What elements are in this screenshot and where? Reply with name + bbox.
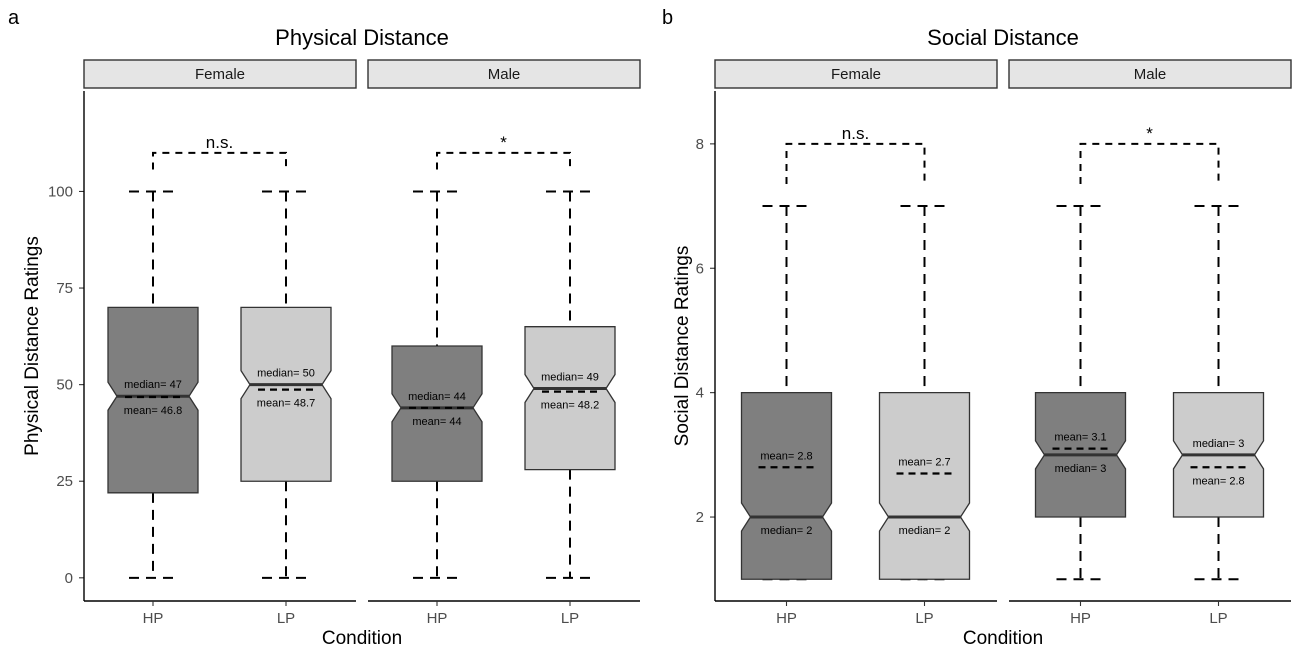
chart-a-median-label: median= 44 — [408, 391, 466, 403]
chart-a-ytick-label: 0 — [65, 570, 73, 587]
chart-b-xtick-label: HP — [776, 610, 797, 627]
chart-b-xlabel: Condition — [963, 628, 1043, 649]
chart-b-xtick-label: HP — [1070, 610, 1091, 627]
chart-b-sig-bracket — [785, 142, 926, 185]
chart-a-strip-label: Male — [488, 66, 521, 83]
chart-a-xtick-label: HP — [427, 610, 448, 627]
chart-a-mean-label: mean= 48.7 — [257, 398, 315, 410]
chart-a-xtick-label: LP — [277, 610, 295, 627]
chart-b-xtick-label: LP — [915, 610, 933, 627]
chart-a-box-lp — [524, 326, 616, 471]
chart-a-xtick-label: HP — [143, 610, 164, 627]
chart-a-mean-label: mean= 46.8 — [124, 405, 182, 417]
chart-b-mean-label: mean= 2.8 — [1192, 475, 1244, 487]
chart-a-strip-label: Female — [195, 66, 245, 83]
chart-b-ytick-label: 2 — [696, 509, 704, 526]
chart-b-box-hp — [740, 391, 833, 580]
chart-b-strip-male — [1008, 59, 1292, 89]
chart-a-strip-male — [367, 59, 641, 89]
chart-a-box-hp — [107, 306, 199, 494]
chart-b-median-label: median= 3 — [1193, 438, 1245, 450]
chart-a-median-label: median= 49 — [541, 372, 599, 384]
chart-b-sig-label: n.s. — [842, 124, 869, 143]
chart-b-ytick-label: 6 — [696, 260, 704, 277]
chart-b-xtick-label: LP — [1209, 610, 1227, 627]
chart-b-strip-label: Male — [1134, 66, 1167, 83]
chart-b-box-lp — [878, 391, 971, 580]
chart-a-sig-label: * — [500, 133, 507, 152]
chart-a-sig-bracket — [152, 151, 287, 170]
chart-a-ytick-label: 25 — [56, 473, 73, 490]
chart-b-sig-bracket — [1079, 142, 1220, 185]
chart-a-box-lp — [240, 306, 332, 482]
chart-a-sig-label: n.s. — [206, 133, 233, 152]
chart-a-xtick-label: LP — [561, 610, 579, 627]
plot-layer: 0 25 50 75 100 Female n.s. median= 47 mean= 46.8… — [48, 59, 1292, 627]
chart-a-median-label: median= 50 — [257, 368, 315, 380]
chart-a-mean-label: mean= 44 — [412, 416, 461, 428]
chart-a-box-hp — [391, 345, 483, 482]
chart-a-ytick-label: 50 — [56, 377, 73, 394]
chart-b-median-label: median= 2 — [761, 525, 813, 537]
chart-b-ytick-label: 4 — [696, 385, 704, 402]
chart-b-title: Social Distance — [927, 25, 1079, 50]
chart-a-strip-female — [83, 59, 357, 89]
chart-a-title: Physical Distance — [275, 25, 449, 50]
chart-b-mean-label: mean= 3.1 — [1054, 432, 1106, 444]
chart-a-sig-bracket — [436, 151, 571, 170]
panel-letter-b: b — [662, 7, 673, 29]
chart-a-ytick-label: 100 — [48, 183, 73, 200]
chart-b-ylabel: Social Distance Ratings — [672, 246, 693, 447]
chart-a-xlabel: Condition — [322, 628, 402, 649]
chart-a-ytick-label: 75 — [56, 280, 73, 297]
panel-letter-a: a — [8, 7, 20, 29]
chart-b-sig-label: * — [1146, 124, 1153, 143]
chart-b-median-label: median= 3 — [1055, 463, 1107, 475]
chart-b-mean-label: mean= 2.7 — [898, 457, 950, 469]
chart-a-ylabel: Physical Distance Ratings — [22, 236, 43, 456]
chart-b-strip-label: Female — [831, 66, 881, 83]
chart-b-mean-label: mean= 2.8 — [760, 450, 812, 462]
chart-b-median-label: median= 2 — [899, 525, 951, 537]
chart-b-strip-female — [714, 59, 998, 89]
chart-a-mean-label: mean= 48.2 — [541, 400, 599, 412]
chart-b-ytick-label: 8 — [696, 136, 704, 153]
chart-a-median-label: median= 47 — [124, 379, 182, 391]
